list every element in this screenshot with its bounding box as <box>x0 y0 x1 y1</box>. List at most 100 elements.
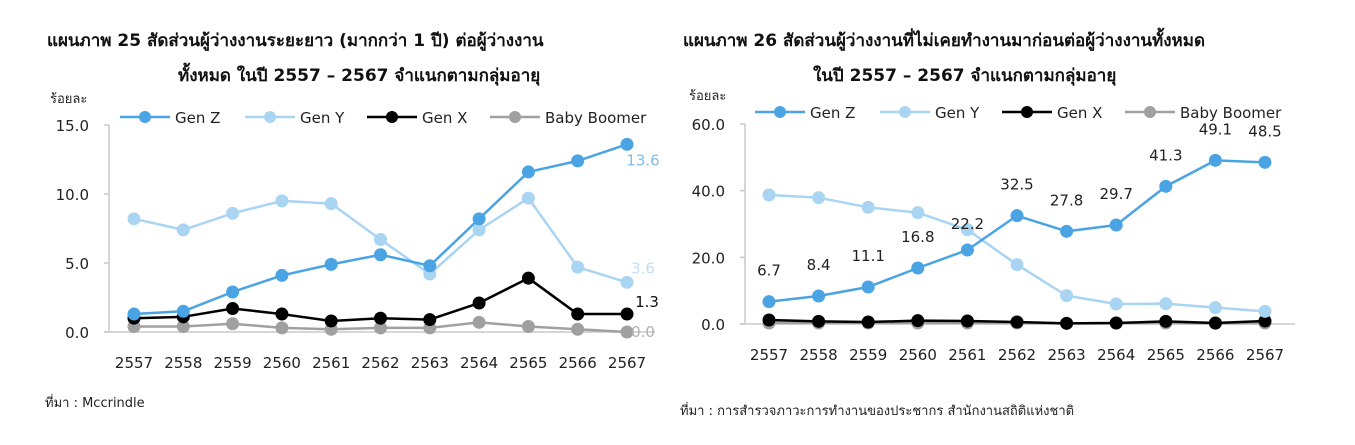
y-tick-label: 20.0 <box>692 249 725 267</box>
data-point <box>1208 316 1222 330</box>
legend-marker-icon <box>1144 106 1156 118</box>
data-label: 41.3 <box>1149 146 1182 164</box>
data-point <box>275 307 289 321</box>
data-label: 32.5 <box>1000 176 1033 194</box>
data-point <box>620 325 634 339</box>
chart-title-line1: แผนภาพ 25 สัดส่วนผู้ว่างงานระยะยาว (มากก… <box>47 31 544 51</box>
legend-marker-icon <box>509 111 521 123</box>
data-point <box>861 315 875 329</box>
data-point <box>861 280 875 294</box>
data-point <box>226 302 240 316</box>
data-point <box>275 268 289 282</box>
x-tick-label: 2561 <box>948 346 986 364</box>
data-point <box>324 257 338 271</box>
legend-marker-icon <box>774 106 786 118</box>
y-tick-label: 0.0 <box>65 324 89 342</box>
data-point <box>374 233 387 247</box>
legend: Gen Z Gen Y Gen X Baby Boomer <box>755 104 1282 122</box>
chart-title-line2: ทั้งหมด ในปี 2557 – 2567 จำแนกตามกลุ่มอา… <box>178 66 541 86</box>
data-point <box>521 319 535 333</box>
data-point <box>226 285 240 299</box>
legend-item-gen-x: Gen X <box>367 109 467 127</box>
x-tick-label: 2561 <box>312 354 350 372</box>
chart-panel-25: แผนภาพ 25 สัดส่วนผู้ว่างงานระยะยาว (มากก… <box>0 0 675 445</box>
chart-source: ที่มา : Mccrindle <box>45 396 145 411</box>
data-point <box>911 206 925 220</box>
legend-item-gen-x: Gen X <box>1002 104 1102 122</box>
x-tick-label: 2566 <box>1196 346 1234 364</box>
data-point <box>1258 304 1272 318</box>
x-tick-label: 2565 <box>509 354 547 372</box>
data-point <box>521 271 535 285</box>
legend-label: Gen Y <box>935 104 980 122</box>
y-tick-label: 60.0 <box>692 116 725 134</box>
line-chart-25: 0.0 5.0 10.0 15.0 2557 2558 2559 2560 2561 2562 25… <box>56 109 660 372</box>
series-gen-x <box>127 271 634 328</box>
legend-item-gen-z: Gen Z <box>120 109 220 127</box>
data-point <box>1060 289 1074 303</box>
legend-marker-icon <box>386 111 398 123</box>
data-label: 27.8 <box>1050 191 1083 209</box>
data-point <box>1109 316 1123 330</box>
chart-panel-26: แผนภาพ 26 สัดส่วนผู้ว่างงานที่ไม่เคยทำงา… <box>675 0 1355 445</box>
data-point <box>1109 218 1123 232</box>
legend-label: Gen Y <box>300 109 345 127</box>
legend-item-baby-boomer: Baby Boomer <box>1125 104 1282 122</box>
data-point <box>571 322 585 336</box>
y-tick-label: 0.0 <box>701 316 725 334</box>
data-point <box>324 197 338 211</box>
data-point <box>324 314 338 328</box>
x-tick-label: 2565 <box>1147 346 1185 364</box>
data-point <box>911 261 925 275</box>
data-point <box>275 321 289 335</box>
data-label: 16.8 <box>901 228 934 246</box>
data-point <box>423 313 437 327</box>
data-point <box>861 200 875 214</box>
legend-label: Gen X <box>1057 104 1102 122</box>
y-tick-label: 10.0 <box>56 186 89 204</box>
data-point <box>762 295 776 309</box>
data-label: 49.1 <box>1199 120 1232 138</box>
legend-item-gen-y: Gen Y <box>880 104 980 122</box>
data-point <box>176 223 190 237</box>
data-point <box>1060 224 1074 238</box>
series-gen-y <box>762 188 1272 318</box>
data-point <box>620 137 634 151</box>
data-point <box>812 289 826 303</box>
data-point <box>911 314 925 328</box>
data-label: 29.7 <box>1099 185 1132 203</box>
data-point <box>1258 155 1272 169</box>
data-point <box>571 154 585 168</box>
series-gen-x <box>762 313 1272 330</box>
data-point <box>374 321 387 335</box>
y-axis-unit-label: ร้อยละ <box>50 92 88 107</box>
x-tick-label: 2558 <box>164 354 202 372</box>
series-gen-z <box>127 137 634 321</box>
series-gen-y <box>127 191 634 289</box>
x-tick-label: 2567 <box>1246 346 1284 364</box>
x-tick-label: 2562 <box>361 354 399 372</box>
chart-source: ที่มา : การสำรวจภาวะการทำงานของประชากร ส… <box>680 404 1075 419</box>
data-point <box>620 307 634 321</box>
data-point <box>960 243 974 257</box>
legend-marker-icon <box>264 111 276 123</box>
x-tick-label: 2557 <box>750 346 788 364</box>
data-point <box>374 248 387 262</box>
legend: Gen Z Gen Y Gen X Baby Boomer <box>120 109 647 127</box>
data-label: 6.7 <box>757 262 781 280</box>
data-label: 8.4 <box>807 256 831 274</box>
data-point <box>521 165 535 179</box>
legend-label: Gen Z <box>810 104 855 122</box>
y-tick-label: 15.0 <box>56 117 89 135</box>
data-point <box>1010 315 1024 329</box>
axes: 0.0 5.0 10.0 15.0 2557 2558 2559 2560 2561 2562 25… <box>56 117 655 372</box>
data-point <box>571 307 585 321</box>
line-chart-26: 0.0 20.0 40.0 60.0 2557 2558 2559 2560 2561 2562 2… <box>692 104 1295 364</box>
data-point <box>571 260 585 274</box>
legend-item-gen-z: Gen Z <box>755 104 855 122</box>
data-point <box>1159 297 1173 311</box>
data-point <box>521 191 535 205</box>
x-tick-label: 2560 <box>899 346 937 364</box>
data-point <box>960 314 974 328</box>
data-point <box>374 311 387 325</box>
